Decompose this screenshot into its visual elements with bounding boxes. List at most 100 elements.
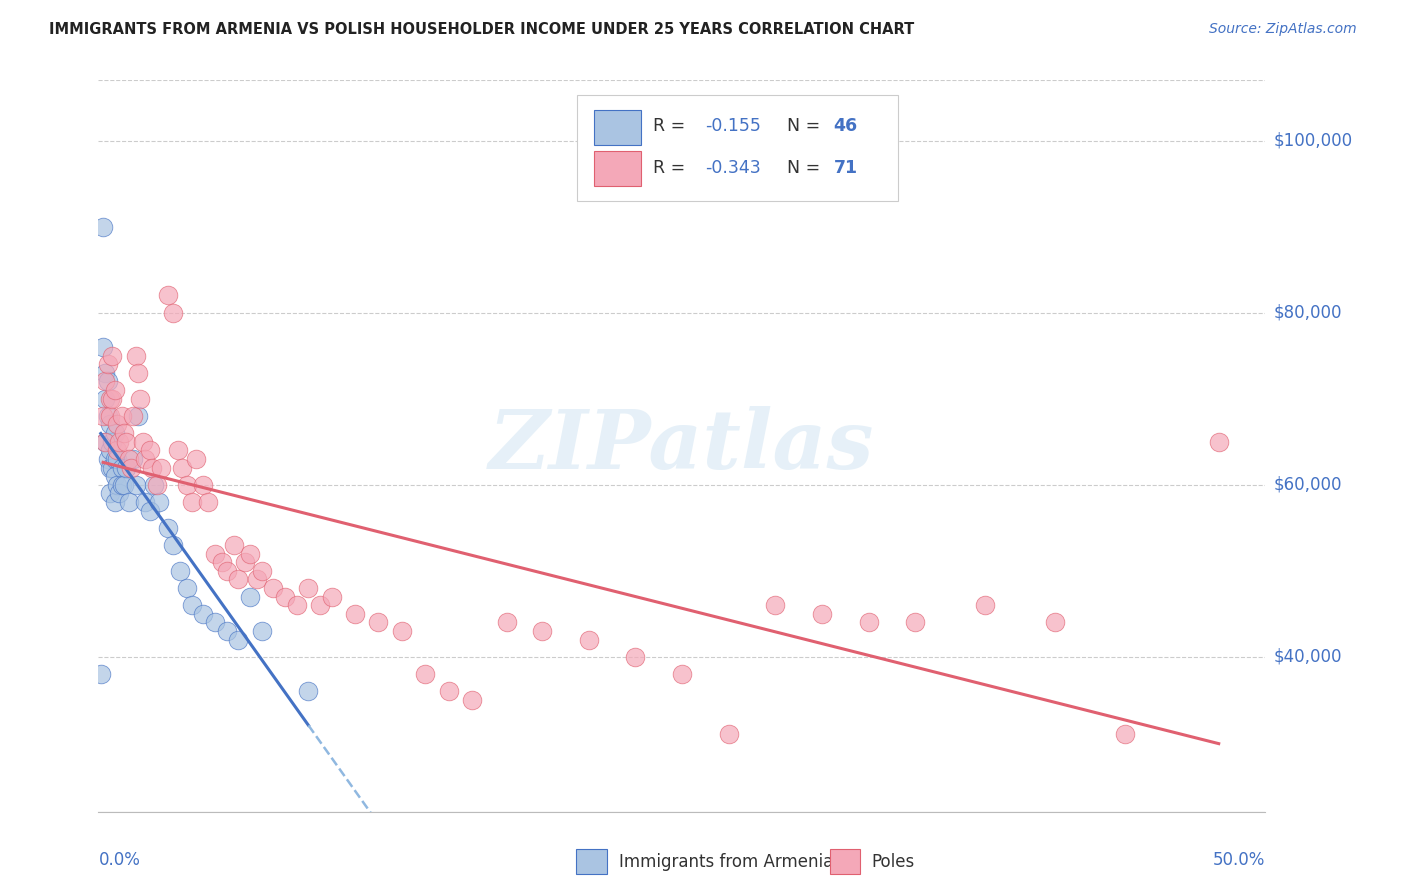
Point: [91, 409, 114, 423]
Point: [197, 495, 219, 509]
Point: [111, 477, 134, 491]
Point: [321, 590, 343, 604]
Point: [108, 486, 131, 500]
Point: [97, 375, 120, 389]
Point: [157, 521, 180, 535]
Point: [101, 434, 124, 449]
Point: [98, 443, 121, 458]
Point: [105, 443, 128, 458]
Point: [904, 615, 927, 630]
Point: [204, 547, 226, 561]
Point: [98, 460, 121, 475]
Point: [239, 590, 262, 604]
Point: [118, 451, 141, 466]
Point: [671, 667, 693, 681]
Point: [204, 615, 226, 630]
Text: -0.343: -0.343: [706, 159, 761, 177]
Point: [111, 460, 134, 475]
Point: [239, 547, 262, 561]
Point: [367, 615, 389, 630]
Point: [134, 451, 156, 466]
Point: [122, 409, 145, 423]
Point: [974, 598, 997, 612]
Point: [115, 434, 138, 449]
Point: [143, 477, 166, 491]
Point: [811, 607, 834, 621]
Point: [717, 727, 740, 741]
Point: [108, 434, 131, 449]
Point: [111, 409, 134, 423]
Point: [104, 383, 127, 397]
Point: [437, 684, 460, 698]
Point: [134, 495, 156, 509]
Point: [309, 598, 332, 612]
Point: [105, 477, 128, 491]
Point: [169, 564, 191, 578]
Point: [624, 649, 647, 664]
Point: [90, 667, 112, 681]
Point: [222, 538, 245, 552]
Point: [193, 477, 215, 491]
Point: [176, 581, 198, 595]
Point: [246, 573, 269, 587]
Text: Source: ZipAtlas.com: Source: ZipAtlas.com: [1209, 22, 1357, 37]
Point: [132, 434, 155, 449]
Point: [146, 477, 169, 491]
Point: [274, 590, 297, 604]
Point: [141, 460, 163, 475]
Text: Immigrants from Armenia: Immigrants from Armenia: [619, 853, 832, 871]
Point: [148, 495, 170, 509]
Point: [97, 451, 120, 466]
Point: [215, 564, 238, 578]
Point: [344, 607, 367, 621]
Point: [104, 451, 127, 466]
Point: [98, 486, 121, 500]
Point: [98, 409, 121, 423]
Point: [228, 632, 250, 647]
FancyBboxPatch shape: [595, 110, 641, 145]
Point: [262, 581, 284, 595]
Point: [215, 624, 238, 638]
Point: [98, 417, 121, 432]
Point: [139, 443, 162, 458]
Text: N =: N =: [787, 159, 825, 177]
Point: [122, 451, 145, 466]
Point: [105, 417, 128, 432]
Point: [94, 366, 117, 380]
Point: [235, 555, 257, 569]
Point: [97, 357, 120, 371]
Point: [186, 451, 208, 466]
Point: [285, 598, 308, 612]
Point: [112, 426, 135, 441]
Point: [139, 503, 162, 517]
Point: [98, 392, 121, 406]
Point: [530, 624, 553, 638]
Point: [176, 477, 198, 491]
Point: [250, 564, 273, 578]
Text: IMMIGRANTS FROM ARMENIA VS POLISH HOUSEHOLDER INCOME UNDER 25 YEARS CORRELATION : IMMIGRANTS FROM ARMENIA VS POLISH HOUSEH…: [49, 22, 914, 37]
Point: [104, 469, 127, 483]
Point: [211, 555, 233, 569]
Point: [91, 219, 114, 234]
Point: [112, 477, 135, 491]
Text: $60,000: $60,000: [1274, 475, 1343, 494]
Point: [297, 684, 319, 698]
Point: [101, 349, 124, 363]
FancyBboxPatch shape: [595, 152, 641, 186]
Text: 46: 46: [834, 118, 858, 136]
Point: [180, 495, 202, 509]
Point: [115, 460, 138, 475]
Point: [150, 460, 173, 475]
Text: R =: R =: [652, 118, 690, 136]
Point: [157, 288, 180, 302]
FancyBboxPatch shape: [576, 95, 898, 201]
Point: [91, 340, 114, 354]
Point: [118, 495, 141, 509]
Point: [1208, 434, 1230, 449]
Point: [162, 305, 184, 319]
Text: N =: N =: [787, 118, 825, 136]
Point: [180, 598, 202, 612]
Text: Poles: Poles: [872, 853, 915, 871]
Point: [578, 632, 600, 647]
Point: [228, 573, 250, 587]
